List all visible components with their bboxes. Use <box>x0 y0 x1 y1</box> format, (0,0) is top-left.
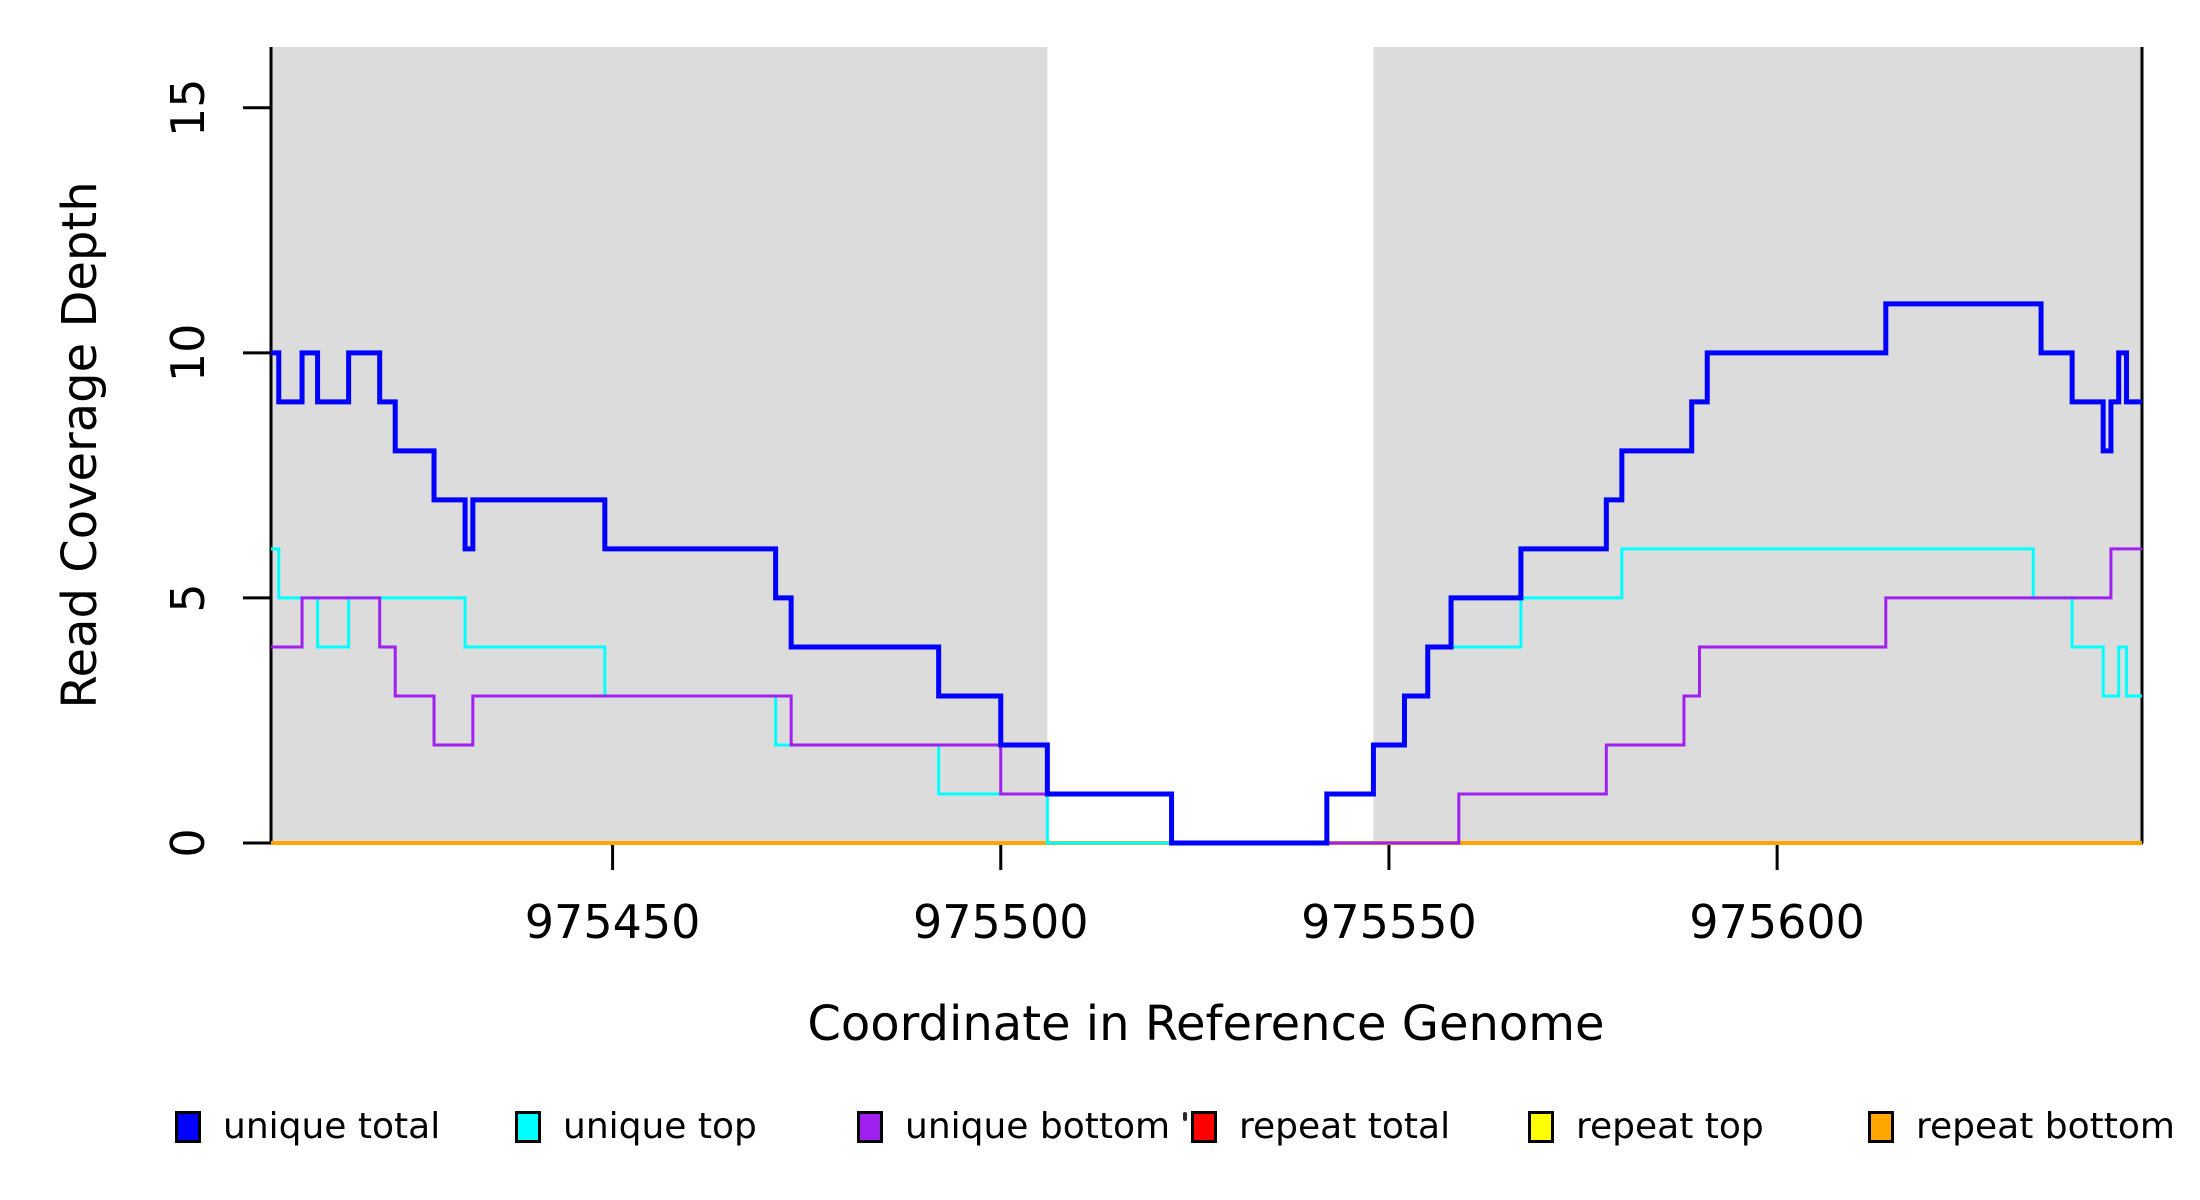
legend-swatch-repeat-top <box>1528 1110 1554 1143</box>
y-tick-label-10: 10 <box>161 324 215 383</box>
x-tick-label-975600: 975600 <box>1689 895 1865 949</box>
legend-swatch-unique-total <box>175 1110 201 1143</box>
y-tick-label-0: 0 <box>161 828 215 857</box>
legend-item-unique-bottom: unique bottom <box>857 1106 1170 1147</box>
x-axis-title: Coordinate in Reference Genome <box>807 996 1605 1052</box>
legend-label-repeat-bottom: repeat bottom <box>1916 1106 2175 1147</box>
legend-item-unique-top: unique top <box>515 1106 757 1147</box>
legend-artifact-dot <box>1183 1112 1187 1121</box>
legend-item-repeat-total: repeat total <box>1191 1106 1450 1147</box>
legend-label-unique-top: unique top <box>563 1106 757 1147</box>
legend-swatch-unique-top <box>515 1110 541 1143</box>
y-tick-label-15: 15 <box>161 79 215 138</box>
legend-label-unique-total: unique total <box>223 1106 441 1147</box>
legend-swatch-unique-bottom <box>857 1110 883 1143</box>
legend-label-repeat-total: repeat total <box>1239 1106 1451 1147</box>
x-tick-label-975550: 975550 <box>1301 895 1477 949</box>
x-tick-label-975450: 975450 <box>525 895 701 949</box>
legend-item-unique-total: unique total <box>175 1106 440 1147</box>
shaded-region-1 <box>271 47 1048 843</box>
y-tick-label-5: 5 <box>161 583 215 612</box>
legend-swatch-repeat-bottom <box>1868 1110 1894 1143</box>
legend-swatch-repeat-total <box>1191 1110 1217 1143</box>
legend-label-unique-bottom: unique bottom <box>905 1106 1171 1147</box>
legend-label-repeat-top: repeat top <box>1576 1106 1764 1147</box>
series-unique-total <box>271 301 2142 846</box>
y-axis-title: Read Coverage Depth <box>52 181 108 709</box>
legend-item-repeat-bottom: repeat bottom <box>1868 1106 2175 1147</box>
legend-item-repeat-top: repeat top <box>1528 1106 1764 1147</box>
x-tick-label-975500: 975500 <box>913 895 1089 949</box>
shaded-region-2 <box>1373 47 2142 843</box>
